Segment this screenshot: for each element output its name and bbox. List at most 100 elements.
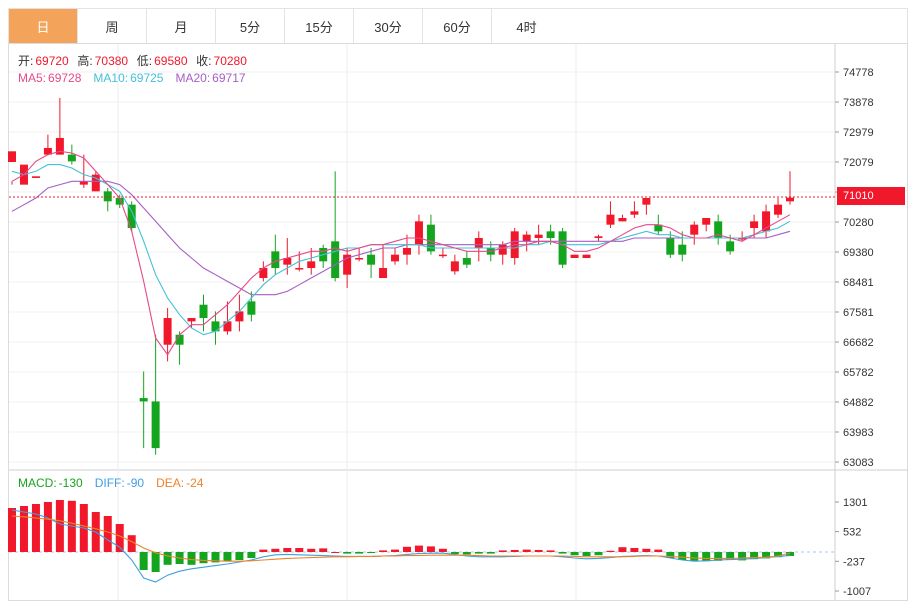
period-tab-bar: 日周月 5分 15分 30分 60分 4时 xyxy=(8,8,908,43)
macd-bar xyxy=(331,552,340,553)
tab-7[interactable]: 4时 xyxy=(516,19,537,35)
dea-value: -24 xyxy=(186,476,204,490)
price-tick-label: 72979 xyxy=(843,127,874,139)
macd-bar xyxy=(151,552,160,572)
macd-tick-label: -237 xyxy=(843,556,865,568)
macd-bar xyxy=(666,552,675,558)
macd-bar xyxy=(319,548,328,552)
candle-body xyxy=(594,236,603,239)
macd-bar xyxy=(738,552,747,561)
current-price-tag: 71010 xyxy=(837,187,905,205)
ma20-label: MA20: xyxy=(175,71,211,85)
candle-body xyxy=(55,137,64,155)
price-tick-label: 69380 xyxy=(843,247,874,259)
candle-body xyxy=(678,244,687,255)
macd-bar xyxy=(438,548,447,552)
price-tick-label: 64882 xyxy=(843,397,874,409)
macd-bar xyxy=(235,552,244,560)
macd-bar xyxy=(307,548,316,552)
macd-bar xyxy=(211,552,220,563)
ma10-label: MA10: xyxy=(93,71,129,85)
candle-body xyxy=(726,241,735,252)
tab-0[interactable]: 日 xyxy=(9,9,78,43)
candle-body xyxy=(139,398,148,402)
macd-bar xyxy=(127,535,136,552)
macd-bar xyxy=(474,552,483,554)
candle-body xyxy=(786,197,794,202)
macd-bar xyxy=(283,548,292,552)
candle-body xyxy=(247,301,256,315)
candle-body xyxy=(8,151,16,163)
candle-body xyxy=(546,231,555,239)
macd-bar xyxy=(618,547,627,552)
candle-body xyxy=(223,321,232,332)
macd-bar xyxy=(55,500,64,552)
macd-bar xyxy=(486,552,495,554)
candle-body xyxy=(343,254,352,275)
macd-bar xyxy=(163,552,172,565)
candle-body xyxy=(462,258,471,265)
candle-body xyxy=(163,318,172,345)
candle-body xyxy=(498,244,507,255)
candle-body xyxy=(235,311,244,322)
ma5-label: MA5: xyxy=(18,71,47,85)
macd-value: -130 xyxy=(58,476,83,490)
price-tick-label: 67581 xyxy=(843,307,874,319)
candle-body xyxy=(558,231,567,265)
macd-bar xyxy=(534,550,543,552)
macd-bar xyxy=(522,549,531,552)
macd-label: MACD: xyxy=(18,476,57,490)
candle-body xyxy=(43,147,52,155)
macd-bar xyxy=(690,552,699,561)
macd-bar xyxy=(343,552,352,554)
close-value: 70280 xyxy=(213,54,247,68)
candle-body xyxy=(127,204,136,228)
candle-body xyxy=(750,221,759,228)
tab-5[interactable]: 30分 xyxy=(354,9,423,43)
price-tick-label: 72079 xyxy=(843,157,874,169)
macd-bar xyxy=(31,504,40,552)
tab-3[interactable]: 5分 xyxy=(216,9,285,43)
candle-body xyxy=(379,268,388,279)
macd-bar xyxy=(582,552,591,556)
candle-body xyxy=(690,224,699,235)
macd-bar xyxy=(606,550,615,552)
tab-4[interactable]: 15分 xyxy=(285,9,354,43)
candle-body xyxy=(283,258,292,265)
candle-body xyxy=(79,181,88,185)
macd-bar xyxy=(426,546,435,552)
candle-body xyxy=(450,261,459,272)
macd-bar xyxy=(391,549,400,552)
candle-body xyxy=(630,211,639,215)
ma5-line xyxy=(11,150,791,356)
candle-body xyxy=(702,217,711,225)
candle-body xyxy=(762,211,771,232)
macd-bar xyxy=(379,550,388,552)
macd-bar xyxy=(594,552,603,556)
macd-bar xyxy=(367,552,376,553)
macd-tick-label: -1007 xyxy=(843,586,871,598)
price-tick-label: 74778 xyxy=(843,67,874,79)
ohlc-info: 开: 69720 高: 70380 低: 69580 收: 70280 xyxy=(18,52,249,69)
macd-bar xyxy=(43,502,52,552)
candle-body xyxy=(474,238,483,249)
candle-body xyxy=(103,191,112,202)
macd-bar xyxy=(654,549,663,552)
candle-body xyxy=(534,234,543,239)
candle-body xyxy=(187,318,196,322)
candle-body xyxy=(618,217,627,222)
macd-bar xyxy=(546,550,555,552)
candle-body xyxy=(570,254,579,259)
macd-bar xyxy=(414,545,423,552)
tab-2[interactable]: 月 xyxy=(147,9,216,43)
tab-1[interactable]: 周 xyxy=(78,9,147,43)
macd-bar xyxy=(714,552,723,561)
dea-line xyxy=(11,515,791,562)
low-value: 69580 xyxy=(154,54,188,68)
close-label: 收: xyxy=(196,54,212,68)
candle-body xyxy=(391,254,400,262)
ma10-line xyxy=(11,164,791,336)
candle-body xyxy=(582,254,591,259)
candle-body xyxy=(295,268,304,270)
tab-6[interactable]: 60分 xyxy=(423,9,492,43)
